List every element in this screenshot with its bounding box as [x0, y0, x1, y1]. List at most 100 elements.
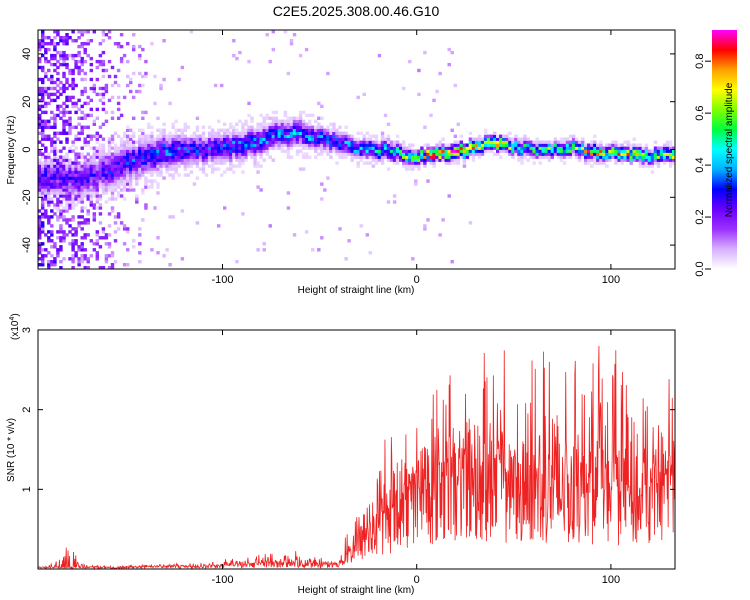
- spectrogram-cell: [132, 71, 136, 76]
- spectrogram-cell: [141, 218, 145, 222]
- spectrogram-cell: [168, 101, 172, 106]
- spectrogram-cell: [83, 170, 87, 174]
- spectrogram-cell: [77, 197, 81, 201]
- spectrogram-cell: [520, 158, 524, 162]
- spectrogram-cell: [459, 146, 464, 150]
- spectrogram-cell: [623, 155, 627, 159]
- spectrogram-cell: [41, 44, 45, 49]
- spectrogram-cell: [44, 215, 48, 219]
- spectrogram-cell: [344, 134, 348, 138]
- spectrogram-cell: [168, 146, 172, 150]
- spectrogram-cell: [95, 134, 100, 138]
- spectrogram-cell: [253, 161, 257, 165]
- spectrogram-cell: [289, 137, 294, 141]
- spectrogram-cell: [86, 53, 90, 58]
- spectrogram-cell: [471, 137, 476, 141]
- spectrogram-cell: [110, 173, 115, 177]
- spectrogram-cell: [68, 110, 72, 115]
- spectrogram-cell: [304, 230, 309, 234]
- spectrogram-cell: [283, 110, 288, 115]
- spectrogram-cell: [74, 176, 78, 180]
- spectrogram-cell: [220, 146, 224, 150]
- spectrogram-cell: [38, 224, 42, 228]
- spectrogram-cell: [241, 212, 245, 216]
- spectrogram-cell: [168, 164, 172, 168]
- spectrogram-cell: [323, 131, 327, 135]
- spectrogram-cell: [483, 137, 488, 141]
- spectrogram-cell: [365, 146, 370, 150]
- spectrogram-cell: [238, 155, 242, 159]
- spectrogram-cell: [301, 167, 306, 171]
- spectrogram-cell: [132, 155, 136, 159]
- spectrogram-cell: [59, 158, 63, 162]
- spectrogram-cell: [135, 200, 139, 204]
- spectrogram-cell: [320, 104, 324, 109]
- spectrogram-cell: [477, 149, 482, 153]
- spectrogram-cell: [259, 188, 263, 192]
- spectrogram-cell: [232, 140, 236, 144]
- spectrogram-cell: [308, 131, 312, 135]
- spectrogram-cell: [571, 143, 576, 147]
- spectrogram-cell: [441, 137, 445, 141]
- spectrogram-cell: [50, 230, 54, 234]
- spectrogram-cell: [50, 197, 54, 201]
- spectrogram-cell: [520, 143, 524, 147]
- spectrogram-cell: [53, 36, 57, 40]
- spectrogram-cell: [38, 42, 42, 46]
- spectrogram-cell: [271, 137, 276, 141]
- spectrogram-cell: [98, 182, 103, 186]
- spectrogram-cell: [71, 39, 75, 43]
- spectrogram-cell: [129, 182, 133, 186]
- spectrogram-cell: [59, 182, 63, 186]
- spectrogram-cell: [53, 92, 57, 97]
- spectrogram-cell: [638, 152, 643, 156]
- spectrogram-cell: [65, 179, 69, 183]
- spectrogram-cell: [614, 140, 618, 144]
- spectrogram-cell: [429, 158, 433, 162]
- spectrogram-cell: [423, 158, 427, 162]
- spectrogram-cell: [668, 161, 673, 165]
- spectrogram-cell: [159, 143, 163, 147]
- spectrogram-cell: [138, 152, 142, 156]
- spectrogram-cell: [587, 146, 591, 150]
- spectrogram-cell: [320, 182, 324, 186]
- spectrogram-cell: [229, 134, 233, 138]
- spectrogram-cell: [326, 152, 330, 156]
- spectrogram-cell: [471, 149, 476, 153]
- spectrogram-cell: [320, 143, 324, 147]
- spectrogram-cell: [165, 167, 169, 171]
- spectrogram-cell: [189, 170, 194, 174]
- spectrogram-cell: [83, 59, 87, 64]
- spectrogram-cell: [195, 125, 200, 129]
- spectrogram-cell: [623, 152, 627, 156]
- spectrogram-cell: [417, 158, 421, 162]
- spectrogram-cell: [41, 122, 45, 126]
- spectrogram-cell: [323, 128, 327, 132]
- spectrogram-cell: [50, 125, 54, 129]
- spectrogram-cell: [493, 140, 497, 144]
- spectrogram-cell: [41, 257, 45, 261]
- spectrogram-cell: [38, 86, 42, 91]
- spectrogram-cell: [304, 134, 309, 138]
- spectrogram-cell: [41, 188, 45, 192]
- spectrogram-cell: [647, 161, 652, 165]
- spectrogram-cell: [71, 143, 75, 147]
- spectrogram-cell: [201, 155, 206, 159]
- spectrogram-cell: [371, 164, 376, 168]
- spectrogram-cell: [38, 158, 42, 162]
- spectrogram-cell: [547, 152, 552, 156]
- spectrogram-cell: [86, 39, 90, 43]
- spectrogram-cell: [135, 194, 139, 198]
- spectrogram-cell: [65, 33, 69, 37]
- spectrogram-cell: [280, 137, 285, 141]
- spectrogram-cell: [162, 140, 166, 144]
- spectrogram-cell: [538, 143, 542, 147]
- spectrogram-cell: [274, 131, 279, 135]
- spectrogram-cell: [104, 167, 109, 171]
- spectrogram-cell: [480, 152, 485, 156]
- spectrogram-cell: [56, 95, 60, 100]
- spectrogram-cell: [298, 143, 303, 147]
- spectrogram-cell: [641, 149, 646, 153]
- spectrogram-cell: [110, 134, 115, 138]
- spectrogram-cell: [356, 152, 360, 156]
